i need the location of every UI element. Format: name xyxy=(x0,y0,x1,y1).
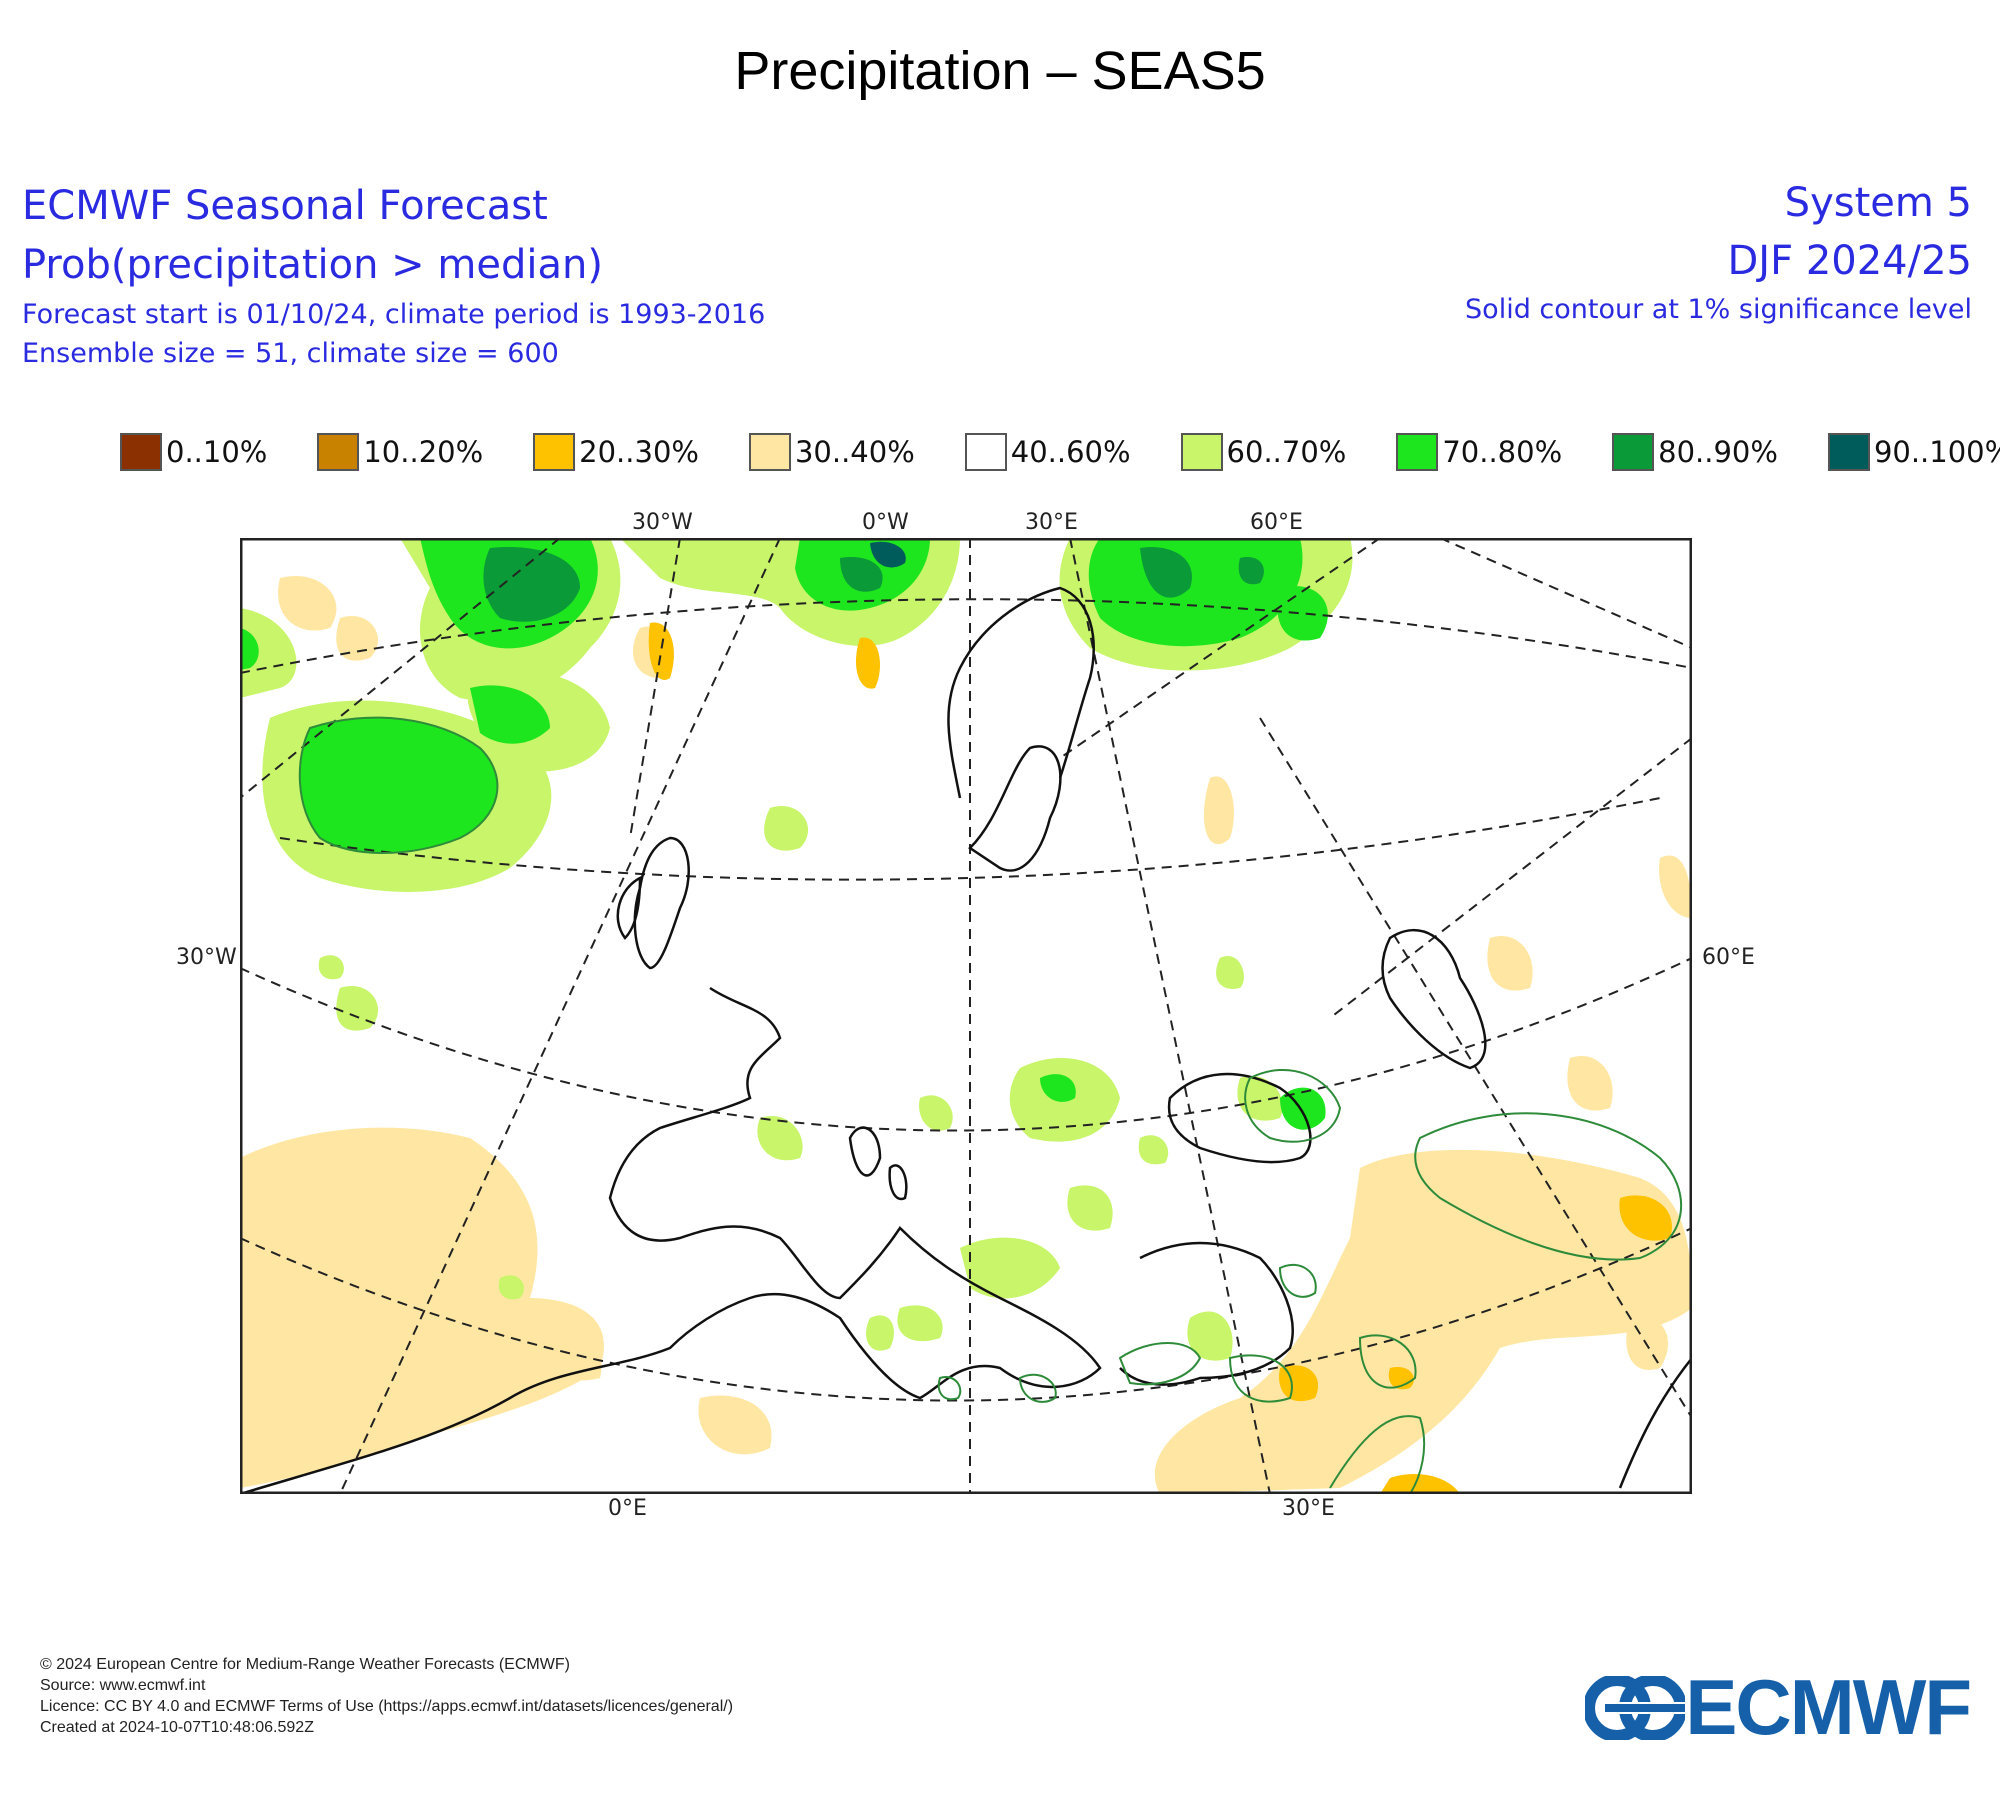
legend-item: 20..30% xyxy=(533,433,699,471)
lon-label-top: 0°W xyxy=(862,510,909,535)
legend-swatch xyxy=(748,433,791,471)
legend-label: 70..80% xyxy=(1442,435,1563,469)
system-label: System 5 xyxy=(1784,180,1972,226)
graticule xyxy=(240,538,1692,1494)
color-legend: 0..10% 10..20% 20..30% 30..40% 40..60% 6… xyxy=(120,430,2000,474)
lon-label-top: 30°E xyxy=(1025,510,1078,535)
legend-item: 80..90% xyxy=(1612,433,1778,471)
lon-label-top: 60°E xyxy=(1250,510,1303,535)
prob-80-90-region xyxy=(483,547,1264,622)
legend-item: 0..10% xyxy=(120,433,267,471)
legend-item: 70..80% xyxy=(1396,433,1562,471)
page-title: Precipitation – SEAS5 xyxy=(734,41,1266,101)
forecast-title: ECMWF Seasonal Forecast xyxy=(22,183,548,229)
prob-30-40-region xyxy=(240,576,1692,1494)
logo-text: ECMWF xyxy=(1685,1663,1972,1751)
significance-contours xyxy=(298,716,1683,1494)
legend-swatch xyxy=(1180,433,1223,471)
ecmwf-logo: ECMWF xyxy=(1585,1662,1972,1753)
legend-item: 40..60% xyxy=(964,433,1131,471)
forecast-subtitle: Prob(precipitation > median) xyxy=(22,242,603,288)
significance-note: Solid contour at 1% significance level xyxy=(1465,294,1972,325)
forecast-start-info: Forecast start is 01/10/24, climate peri… xyxy=(22,299,766,330)
legend-swatch xyxy=(1827,433,1870,471)
legend-item: 10..20% xyxy=(317,433,483,471)
ecmwf-logo-icon xyxy=(1585,1675,1686,1740)
legend-label: 0..10% xyxy=(166,435,268,469)
lon-label-top: 30°W xyxy=(632,510,693,535)
ensemble-info: Ensemble size = 51, climate size = 600 xyxy=(22,338,559,369)
map-canvas xyxy=(240,538,1692,1494)
legend-swatch xyxy=(1396,433,1439,471)
legend-swatch xyxy=(1612,433,1655,471)
lon-label-bottom: 30°E xyxy=(1282,1496,1335,1521)
coastlines xyxy=(240,586,1692,1494)
lat-label-right: 60°E xyxy=(1702,945,1755,970)
copyright-line: © 2024 European Centre for Medium-Range … xyxy=(40,1656,570,1673)
legend-item: 30..40% xyxy=(748,433,915,471)
lon-label-bottom: 0°E xyxy=(608,1496,647,1521)
legend-swatch xyxy=(533,433,576,471)
legend-label: 30..40% xyxy=(794,435,915,469)
legend-swatch xyxy=(964,433,1007,471)
legend-item: 90..100% xyxy=(1827,433,2000,471)
lat-label-left: 30°W xyxy=(176,945,237,970)
legend-swatch xyxy=(120,433,162,471)
legend-swatch xyxy=(317,433,360,471)
legend-item: 60..70% xyxy=(1180,433,1347,471)
legend-label: 10..20% xyxy=(363,435,484,469)
season-label: DJF 2024/25 xyxy=(1727,238,1973,284)
source-line: Source: www.ecmwf.int xyxy=(40,1677,206,1694)
legend-label: 20..30% xyxy=(579,435,699,469)
legend-label: 80..90% xyxy=(1658,435,1778,469)
licence-line: Licence: CC BY 4.0 and ECMWF Terms of Us… xyxy=(40,1698,734,1715)
legend-label: 40..60% xyxy=(1010,435,1131,469)
footer: © 2024 European Centre for Medium-Range … xyxy=(40,1654,733,1738)
legend-label: 90..100% xyxy=(1873,435,2000,469)
probability-map xyxy=(240,538,1692,1494)
created-line: Created at 2024-10-07T10:48:06.592Z xyxy=(40,1719,314,1736)
prob-90-100-region xyxy=(870,541,906,568)
legend-label: 60..70% xyxy=(1226,435,1347,469)
